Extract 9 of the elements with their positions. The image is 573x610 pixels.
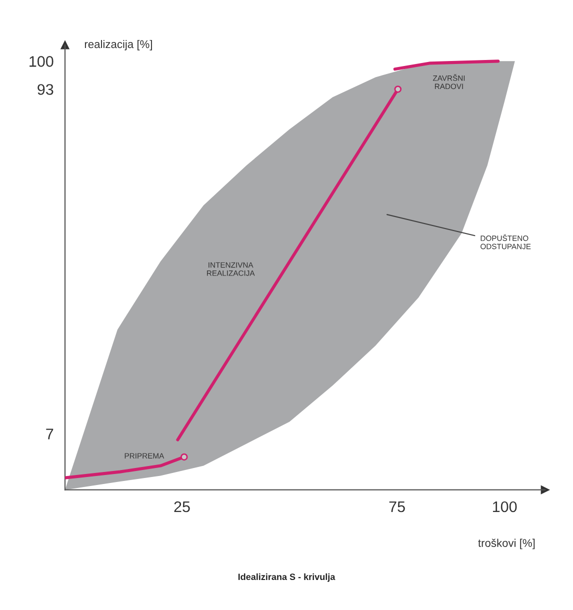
x-tick-label: 100: [492, 501, 517, 512]
y-axis-title: realizacija [%]: [84, 40, 152, 50]
y-tick-label: 7: [46, 428, 54, 440]
y-tick-label: 100: [30, 56, 54, 67]
x-tick-label: 75: [389, 502, 405, 512]
x-tick-label: 25: [174, 501, 190, 512]
x-axis-title: troškovi [%]: [478, 538, 535, 550]
text: Idealizirana S - krivulja: [238, 573, 336, 582]
y-tick-label: 93: [38, 84, 54, 95]
